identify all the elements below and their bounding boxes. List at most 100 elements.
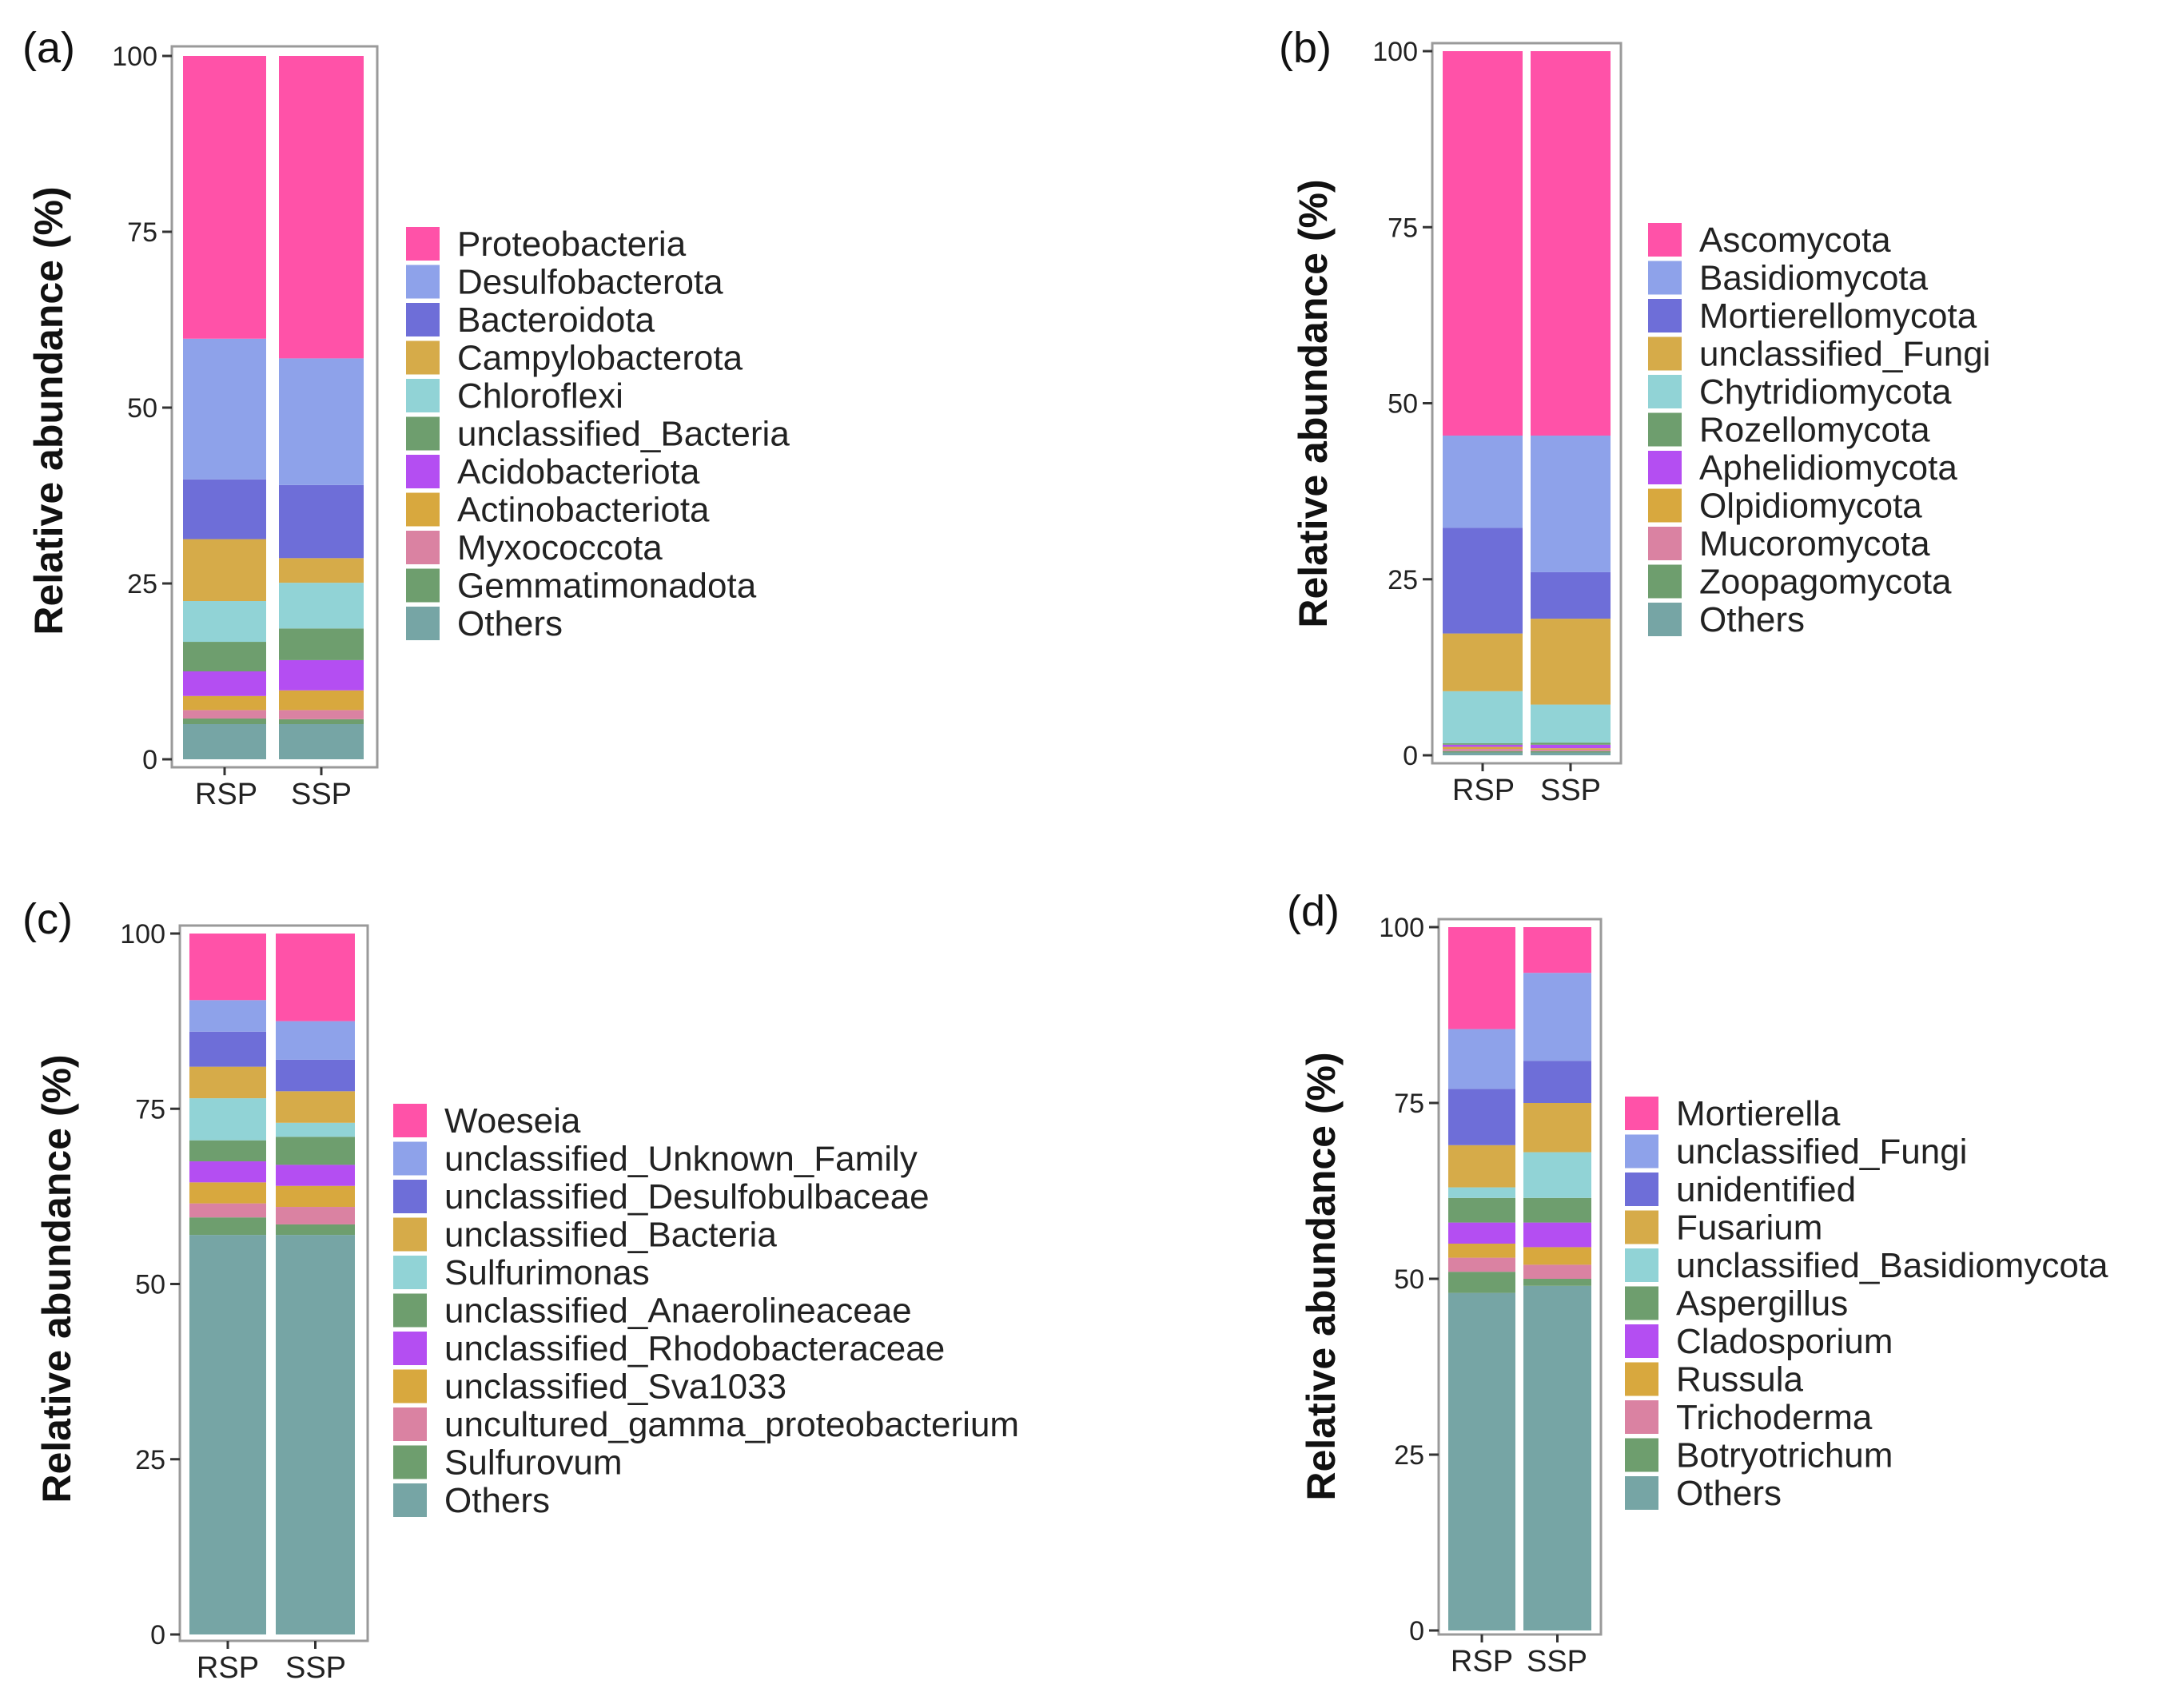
segment-others-ssp [1531, 752, 1611, 755]
segment-others-ssp [1523, 1285, 1591, 1630]
segment-trichoderma-ssp [1523, 1264, 1591, 1279]
segment-aphelidiomycota-ssp [1531, 744, 1611, 749]
segment-unidentified-rsp [1448, 1089, 1515, 1145]
legend-swatch [1625, 1248, 1658, 1282]
legend-swatch [393, 1445, 427, 1479]
legend-swatch [406, 568, 440, 603]
legend-swatch [406, 379, 440, 412]
segment-trichoderma-rsp [1448, 1257, 1515, 1272]
panel-b: (b) 0 25 50 75 100 Relative abundance (%) RSP SS… [1279, 24, 1990, 807]
legend-swatch [393, 1256, 427, 1289]
legend-swatch [393, 1369, 427, 1403]
legend-swatch [393, 1141, 427, 1176]
legend-swatch [393, 1217, 427, 1252]
segment-desulfobacterota-ssp [279, 358, 364, 485]
segment-unclassified-rhodobacteraceae-ssp [276, 1165, 355, 1186]
segment-unclassified-unknown-family-ssp [276, 1021, 355, 1060]
panel-label: (b) [1279, 24, 1332, 72]
segment-campylobacterota-rsp [183, 539, 266, 601]
segment-bacteroidota-ssp [279, 484, 364, 559]
legend-label: Aspergillus [1676, 1284, 1848, 1324]
legend-swatch [406, 265, 440, 299]
legend-label: unclassified_Unknown_Family [444, 1140, 918, 1179]
legend: AscomycotaBasidiomycotaMortierellomycota… [1648, 221, 1990, 639]
x-tick-label: SSP [1527, 1645, 1587, 1678]
legend-label: unclassified_Bacteria [457, 415, 790, 454]
segment-unclassified-bacteria-ssp [276, 1091, 355, 1123]
panel-label: (c) [22, 895, 73, 943]
segment-chloroflexi-rsp [183, 601, 266, 643]
panel-d: (d) 0 25 50 75 100 Relative abundance (%) RSP SS… [1287, 887, 2108, 1678]
legend-swatch [406, 227, 440, 261]
legend-swatch [406, 416, 440, 451]
legend-label: unidentified [1676, 1170, 1856, 1209]
legend-label: Botryotrichum [1676, 1436, 1893, 1475]
legend-label: Woeseia [444, 1101, 581, 1141]
panel-label: (a) [22, 24, 75, 72]
y-tick-label: 75 [1388, 213, 1418, 243]
segment-unclassified-rhodobacteraceae-rsp [189, 1161, 266, 1183]
legend-label: Others [444, 1481, 550, 1520]
y-tick-label: 50 [1394, 1264, 1424, 1295]
legend-label: unclassified_Basidiomycota [1676, 1246, 2108, 1285]
segment-botryotrichum-ssp [1523, 1279, 1591, 1286]
segment-sulfurovum-rsp [189, 1217, 266, 1236]
segment-acidobacteriota-rsp [183, 671, 266, 696]
legend-label: Ascomycota [1699, 221, 1891, 260]
segment-uncultured-gamma-proteobacterium-ssp [276, 1207, 355, 1224]
x-tick-label: RSP [1452, 774, 1515, 807]
legend-swatch [393, 1104, 427, 1137]
segment-chytridiomycota-rsp [1443, 691, 1523, 744]
legend-label: Myxococcota [457, 528, 663, 567]
legend-swatch [406, 455, 440, 488]
legend-label: Proteobacteria [457, 225, 687, 264]
legend-label: Zoopagomycota [1699, 563, 1952, 602]
panel-c: (c) 0 25 50 75 100 Relative abundance (%) RSP SS… [22, 895, 1019, 1685]
legend-swatch [393, 1407, 427, 1441]
segment-uncultured-gamma-proteobacterium-rsp [189, 1203, 266, 1218]
segment-rozellomycota-ssp [1531, 743, 1611, 745]
segment-unclassified-desulfobulbaceae-rsp [189, 1031, 266, 1067]
segment-unclassified-sva1033-ssp [276, 1185, 355, 1208]
legend-swatch [1625, 1173, 1658, 1206]
y-tick-label: 25 [1388, 565, 1418, 595]
legend-swatch [406, 607, 440, 640]
legend-label: Basidiomycota [1699, 259, 1929, 298]
y-tick-label: 25 [127, 569, 157, 599]
legend-label: Olpidiomycota [1699, 487, 1922, 526]
y-tick-label: 0 [1409, 1616, 1424, 1646]
bar-ssp [276, 934, 355, 1634]
legend-swatch [1625, 1362, 1658, 1396]
segment-mortierellomycota-rsp [1443, 528, 1523, 634]
legend-label: Mucoromycota [1699, 524, 1930, 563]
legend-label: Others [1676, 1474, 1782, 1513]
segment-mortierellomycota-ssp [1531, 571, 1611, 619]
legend-label: Actinobacteriota [457, 491, 710, 530]
legend-label: Russula [1676, 1360, 1803, 1399]
legend-swatch [1625, 1286, 1658, 1320]
segment-ascomycota-rsp [1443, 51, 1523, 436]
segment-myxococcota-ssp [279, 710, 364, 719]
segment-unclassified-fungi-ssp [1531, 619, 1611, 705]
legend-label: unclassified_Sva1033 [444, 1368, 786, 1407]
legend-swatch [393, 1180, 427, 1213]
legend-label: unclassified_Desulfobulbaceae [444, 1177, 930, 1216]
legend-swatch [1625, 1097, 1658, 1130]
legend-swatch [1648, 299, 1682, 332]
segment-rozellomycota-rsp [1443, 743, 1523, 745]
segment-ascomycota-ssp [1531, 51, 1611, 436]
y-tick-label: 25 [1394, 1440, 1424, 1471]
legend-label: Sulfurimonas [444, 1253, 650, 1292]
legend-swatch [1648, 564, 1682, 599]
legend-label: Campylobacterota [457, 339, 743, 378]
segment-aphelidiomycota-rsp [1443, 744, 1523, 747]
segment-zoopagomycota-rsp [1443, 750, 1523, 753]
x-tick-label: SSP [291, 778, 352, 811]
legend-swatch [1648, 336, 1682, 371]
legend-swatch [1625, 1210, 1658, 1244]
legend-label: Aphelidiomycota [1699, 448, 1957, 488]
segment-sulfurimonas-ssp [276, 1122, 355, 1137]
x-tick-label: RSP [197, 1651, 259, 1685]
segment-cladosporium-ssp [1523, 1222, 1591, 1248]
legend-swatch [1648, 603, 1682, 636]
